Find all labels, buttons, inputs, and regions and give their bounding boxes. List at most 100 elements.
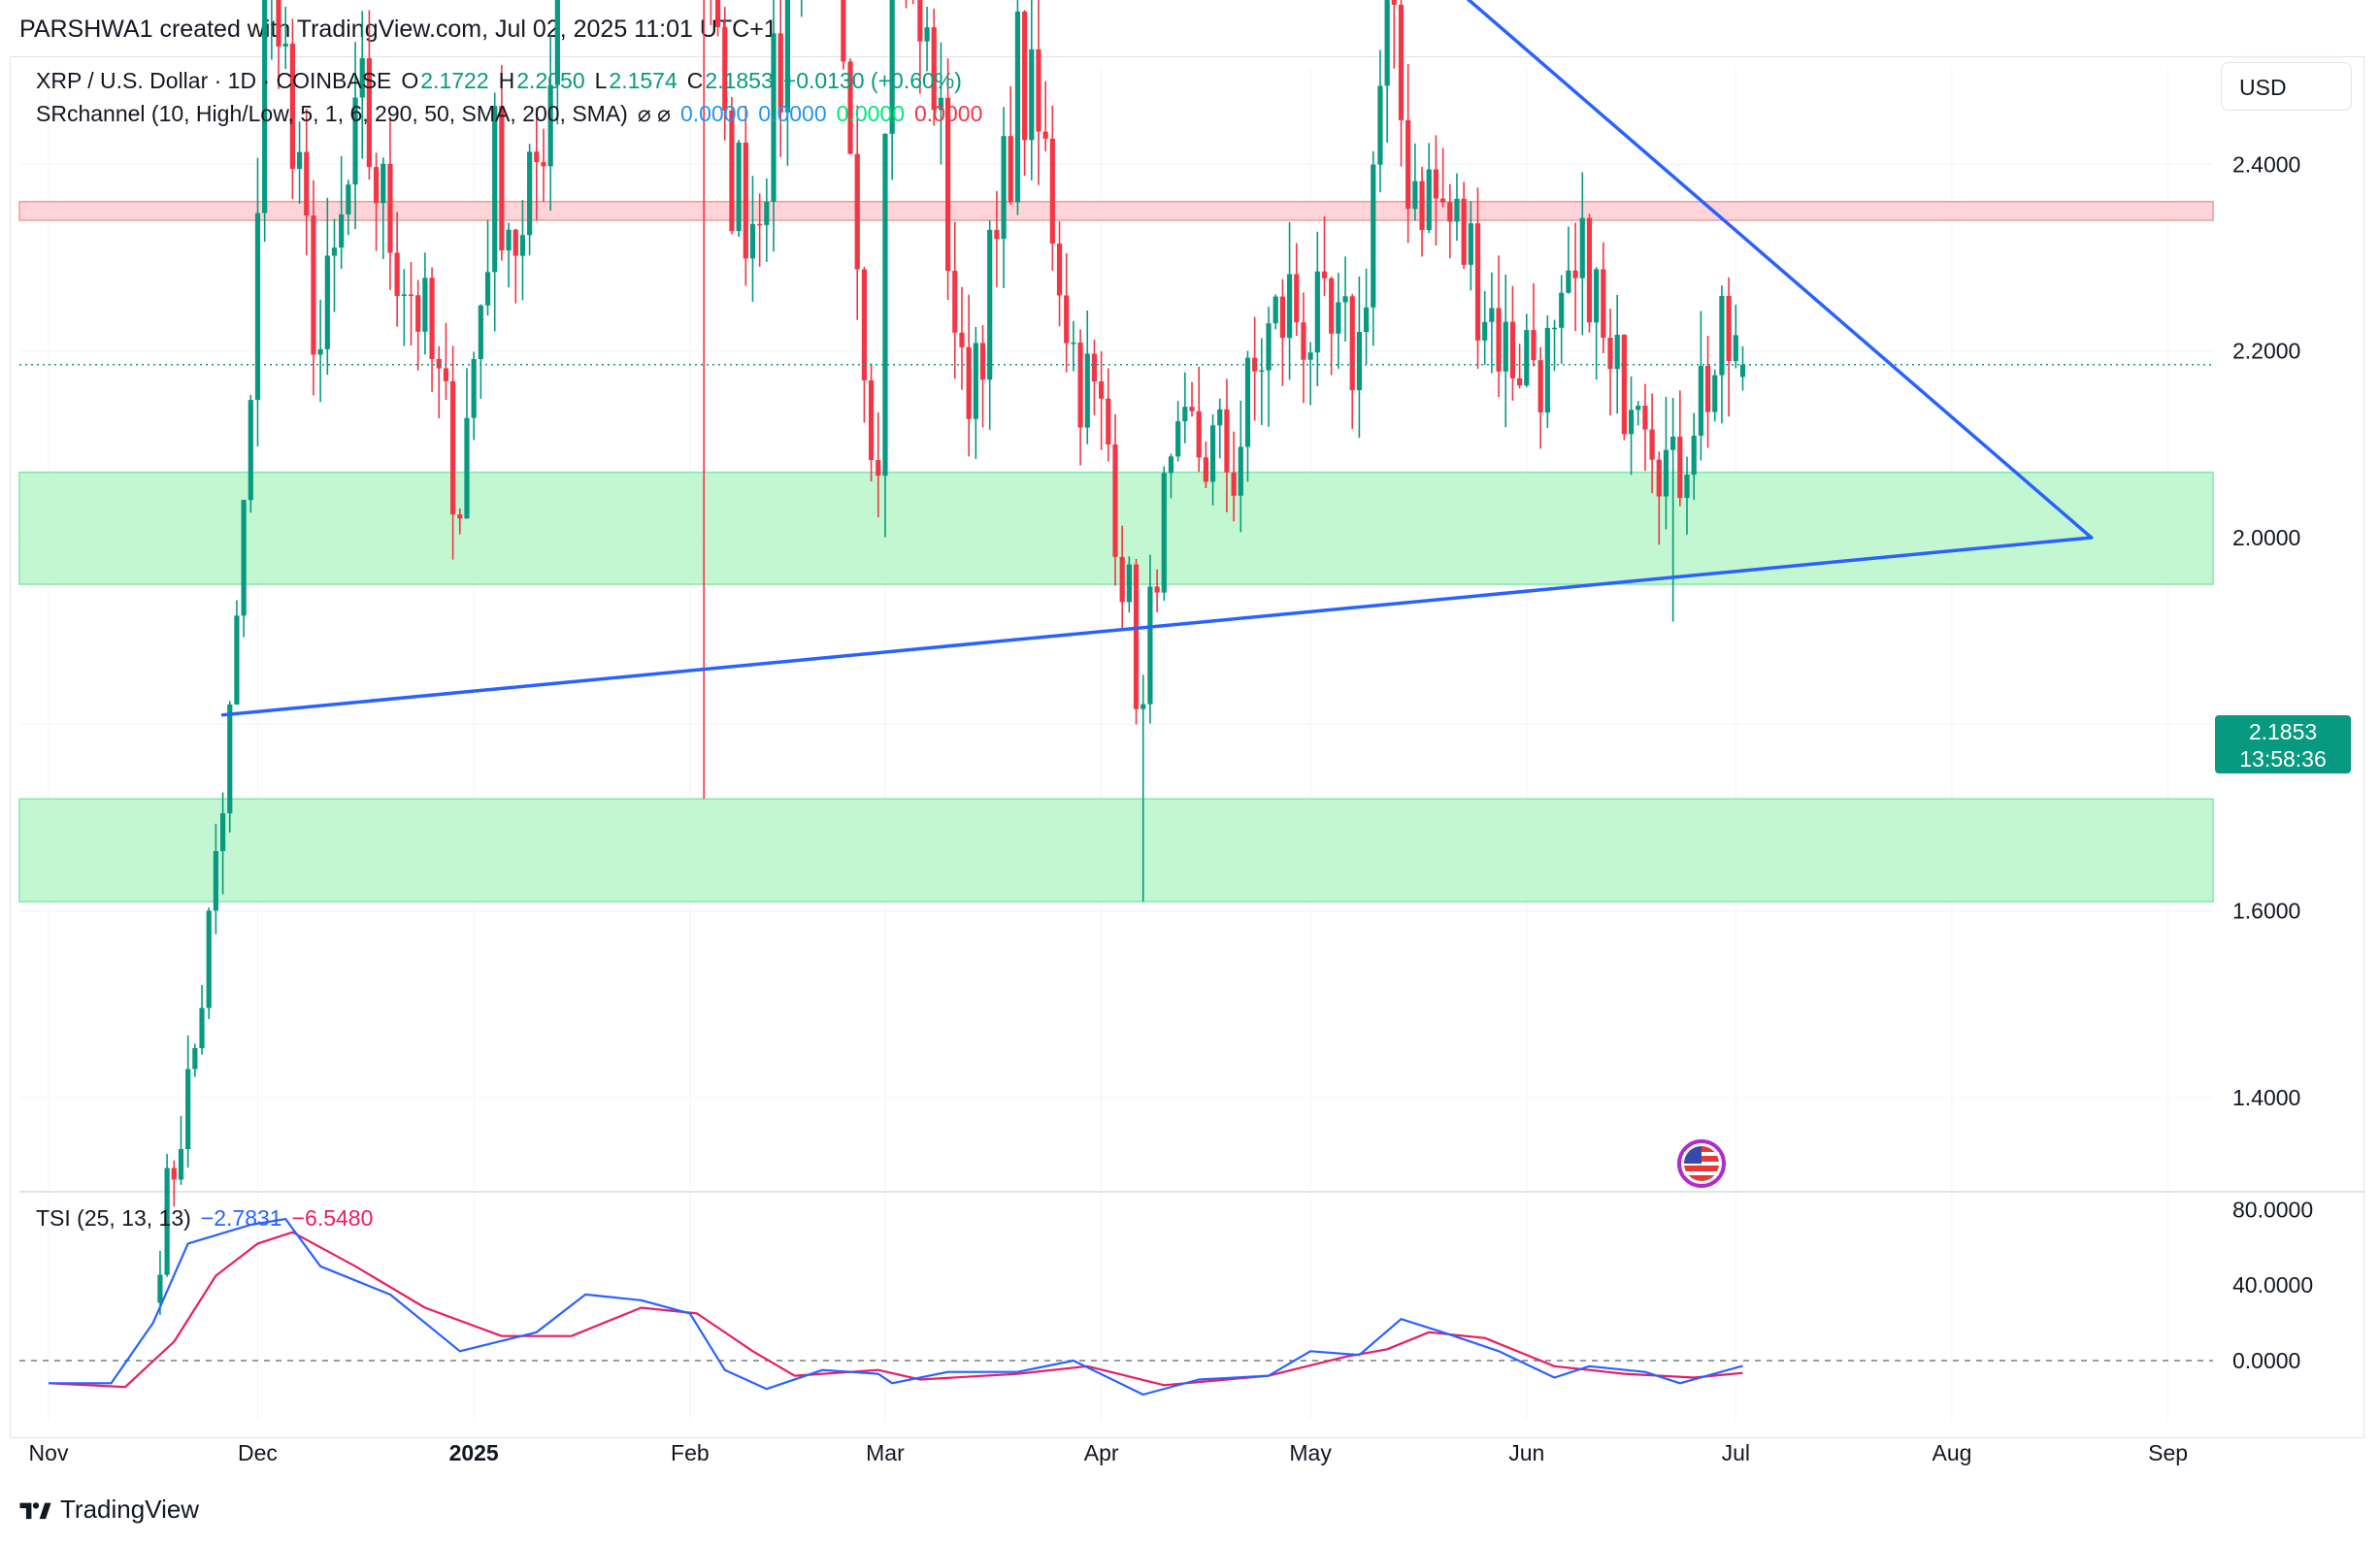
us-flag-icon[interactable] [1676, 1138, 1727, 1189]
tsi-tick-label: 80.0000 [2232, 1197, 2313, 1222]
candle-up [1670, 436, 1676, 450]
candle-up [464, 417, 470, 519]
candle-down [457, 514, 463, 519]
candle-down [1189, 407, 1195, 411]
candle-down [861, 269, 868, 380]
candle-down [1099, 381, 1105, 399]
tsi-name[interactable]: TSI (25, 13, 13) [36, 1205, 191, 1231]
time-tick-label: Sep [2148, 1440, 2188, 1465]
candle-down [1133, 564, 1140, 709]
candle-down [952, 271, 958, 333]
price-tick-label: 1.4000 [2232, 1085, 2300, 1110]
candle-up [1259, 370, 1265, 373]
tsi-signal-line [48, 1231, 1743, 1389]
candle-up [1342, 296, 1348, 303]
candle-up [1636, 406, 1641, 411]
candle-up [1014, 11, 1021, 203]
candle-up [492, 106, 498, 273]
indicator-visibility-icons[interactable]: ⌀ ⌀ [637, 101, 671, 126]
candle-down [304, 151, 310, 216]
candle-up [1691, 435, 1697, 476]
candle-up [206, 910, 212, 1008]
candle-up [1307, 352, 1313, 360]
candle-up [422, 278, 428, 332]
indicator-value-3: 0.0000 [836, 101, 906, 126]
candle-up [1426, 169, 1432, 231]
candle-up [1503, 321, 1508, 372]
price-tick-label: 2.4000 [2232, 151, 2300, 177]
candle-down [854, 153, 860, 270]
candle-down [1224, 409, 1230, 473]
candle-up [484, 272, 491, 306]
tsi-signal-value: −6.5480 [291, 1205, 374, 1231]
candle-up [219, 813, 226, 852]
candle-down [276, 0, 281, 47]
candle-down [1419, 181, 1425, 231]
candle-up [1336, 302, 1341, 334]
candle-up [1168, 456, 1174, 474]
candle-down [374, 167, 380, 204]
candle-down [1642, 406, 1648, 430]
tradingview-brand[interactable]: TradingView [19, 1495, 199, 1525]
candle-down [394, 252, 400, 296]
candle-up [1712, 375, 1718, 412]
candle-up [1371, 164, 1376, 308]
candle-up [749, 223, 756, 259]
candle-down [1231, 472, 1237, 496]
indicator-value-2: 0.0000 [758, 101, 827, 126]
candle-down [1196, 411, 1202, 458]
candle-down [1279, 296, 1285, 339]
candle-down [1077, 342, 1083, 428]
candle-down [1474, 223, 1481, 341]
candle-down [1704, 365, 1711, 412]
candle-up [1614, 334, 1620, 370]
candle-up [192, 1048, 198, 1069]
high-value: 2.2050 [516, 68, 585, 93]
currency-button[interactable]: USD [2221, 62, 2352, 111]
triangle-trendline[interactable] [578, 0, 2094, 540]
time-tick-label: Jul [1722, 1440, 1750, 1465]
candle-up [380, 163, 386, 204]
candle-down [931, 27, 937, 111]
candle-down [959, 332, 965, 347]
candle-up [1140, 704, 1146, 709]
candle-up [1084, 353, 1090, 428]
candle-down [1726, 296, 1732, 362]
indicator-name[interactable]: SRchannel (10, High/Low, 5, 1, 6, 290, 5… [36, 101, 628, 126]
candle-down [966, 346, 972, 419]
candle-up [1482, 321, 1488, 341]
candle-up [282, 43, 288, 47]
candle-up [938, 97, 944, 111]
candle-down [1649, 429, 1655, 460]
candle-up [1071, 342, 1076, 345]
candle-up [1363, 307, 1370, 333]
candle-down [1064, 295, 1070, 344]
candle-up [1739, 364, 1746, 378]
price-tick-label: 2.0000 [2232, 525, 2300, 550]
candle-up [1468, 223, 1473, 265]
candle-up [339, 214, 345, 248]
candle-up [1559, 292, 1565, 328]
candle-up [317, 348, 323, 355]
triangle-trendline[interactable] [220, 536, 2094, 717]
candle-down [450, 380, 456, 515]
time-tick-label: Jun [1508, 1440, 1544, 1465]
candle-up [164, 1167, 170, 1275]
candle-up [1663, 449, 1669, 497]
candle-down [945, 97, 951, 272]
candle-down [311, 215, 316, 355]
candle-down [415, 295, 421, 332]
candle-up [1356, 332, 1363, 391]
candle-down [1022, 11, 1028, 141]
candle-down [757, 223, 763, 226]
candle-up [296, 151, 303, 169]
candle-up [519, 235, 526, 256]
candle-up [1314, 271, 1320, 353]
candle-down [1329, 278, 1335, 334]
candle-up [1579, 217, 1585, 279]
candle-down [1656, 459, 1662, 497]
high-label: H [498, 68, 515, 93]
candle-up [1684, 475, 1690, 499]
candle-up [471, 359, 477, 418]
